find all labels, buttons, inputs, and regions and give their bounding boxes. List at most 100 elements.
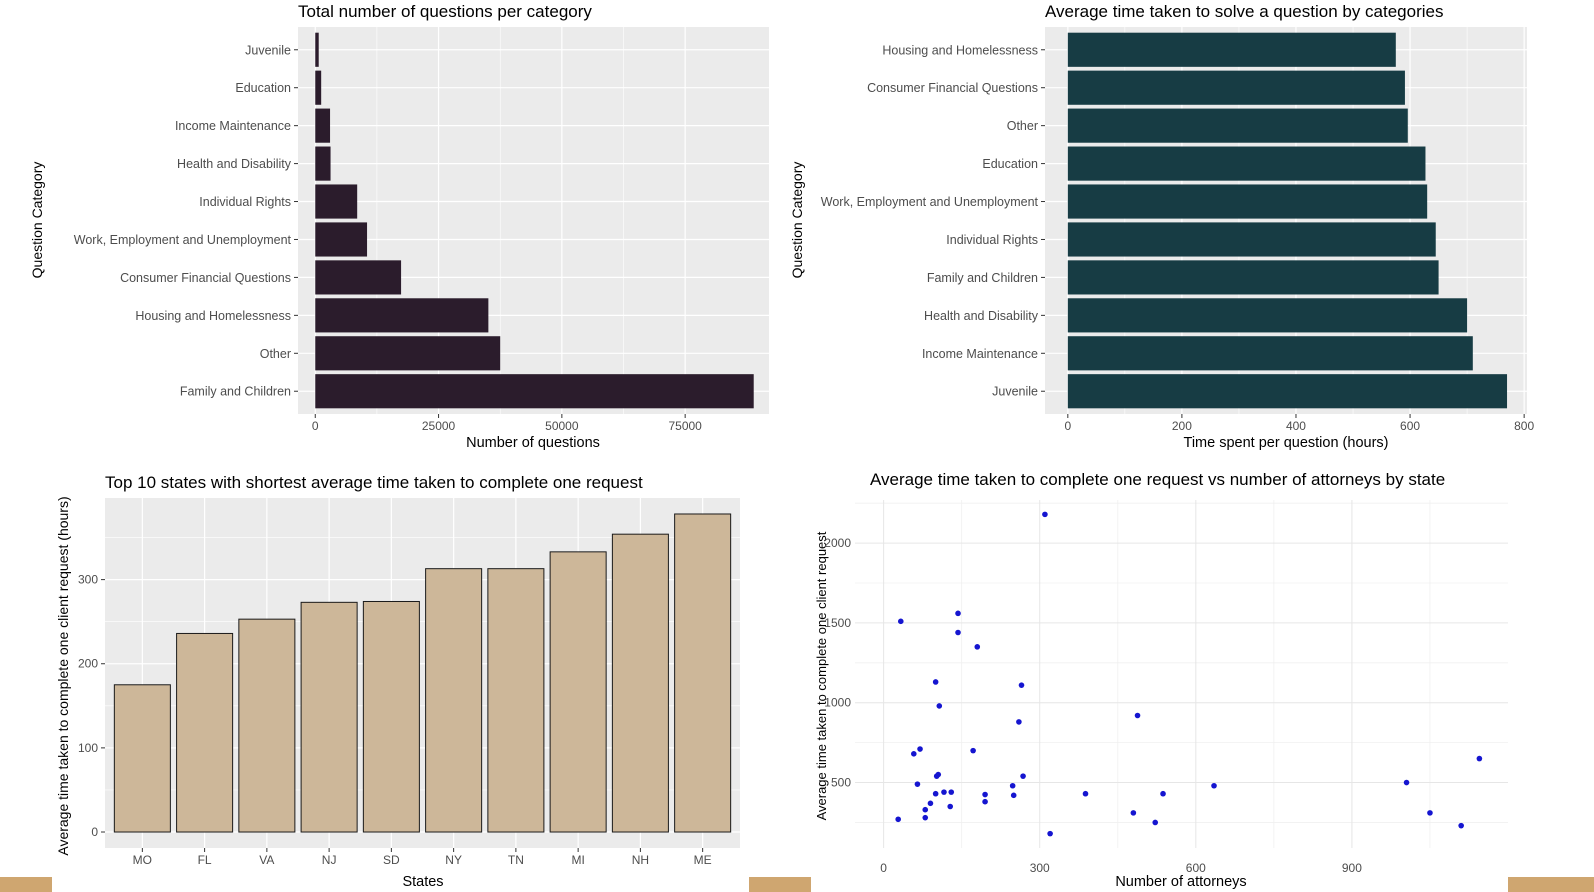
chart4-point — [1152, 819, 1159, 826]
chart4-point — [1047, 830, 1053, 837]
chart2-ytick-label: Education — [982, 157, 1038, 171]
chart4-ytick-label: 1000 — [824, 696, 851, 710]
chart2-xtick-label: 0 — [1064, 419, 1071, 433]
chart3-bar — [238, 618, 296, 833]
chart3-bar — [674, 513, 732, 833]
chart1-ytick-label: Housing and Homelessness — [135, 309, 291, 323]
chart2-bar — [1067, 298, 1468, 333]
chart2-bar — [1067, 184, 1428, 219]
chart1-ytick-label: Education — [235, 81, 291, 95]
chart4-point — [970, 747, 976, 754]
chart2-ytick-label: Income Maintenance — [922, 347, 1038, 361]
chart4-point — [1010, 792, 1017, 799]
chart4-ytick-label: 500 — [831, 776, 851, 790]
chart3-xtick-label: MO — [133, 853, 152, 867]
chart3-bar — [300, 601, 358, 833]
chart3-ytick-label: 100 — [78, 741, 98, 755]
chart3-ytick-label: 300 — [78, 573, 98, 587]
chart3-xtick-label: SD — [383, 853, 400, 867]
chart2-xtick-label: 400 — [1286, 419, 1306, 433]
chart4-point — [1134, 712, 1141, 719]
chart4-point — [897, 618, 904, 625]
chart4-point — [1020, 773, 1026, 779]
chart2-xlabel: Time spent per question (hours) — [1184, 435, 1389, 451]
chart4-title: Average time taken to complete one reque… — [870, 470, 1445, 489]
chart3-ytick-label: 0 — [91, 825, 98, 839]
chart2-xtick-label: 600 — [1400, 419, 1420, 433]
chart4-point — [936, 703, 943, 709]
chart3-xtick-label: ME — [694, 853, 712, 867]
chart3-bar — [487, 568, 545, 833]
chart1-bar — [315, 298, 489, 333]
chart3-xlabel: States — [402, 874, 443, 890]
chart2-bar — [1067, 260, 1439, 295]
chart1-xtick-label: 25000 — [422, 419, 456, 433]
chart1-bar — [315, 32, 319, 67]
chart4-ylabel: Average time taken to complete one clien… — [814, 531, 829, 820]
chart3-xtick-label: VA — [259, 853, 274, 867]
chart3-xtick-label: NH — [632, 853, 649, 867]
chart3-bar — [362, 600, 420, 833]
chart3-xtick-label: FL — [198, 853, 212, 867]
chart1-ytick-label: Work, Employment and Unemployment — [74, 233, 292, 247]
chart4-point — [1160, 790, 1166, 797]
chart2-ytick-label: Individual Rights — [946, 233, 1038, 247]
chart3-title: Top 10 states with shortest average time… — [105, 473, 643, 492]
chart1-bar — [315, 260, 402, 295]
decor-band-middle — [749, 877, 811, 892]
chart4-point — [1403, 779, 1410, 786]
chart2-xtick-label: 200 — [1172, 419, 1192, 433]
chart1-ytick-label: Juvenile — [245, 43, 291, 57]
chart3-xtick-label: NY — [445, 853, 462, 867]
chart1-ytick-label: Individual Rights — [199, 195, 291, 209]
decor-band-right — [1508, 877, 1594, 892]
chart2-ytick-label: Housing and Homelessness — [882, 43, 1038, 57]
chart4-point — [974, 644, 981, 650]
chart1-ytick-label: Family and Children — [180, 385, 291, 399]
chart1-bar — [315, 70, 322, 105]
chart1-title: Total number of questions per category — [298, 2, 592, 21]
chart3-bar — [176, 632, 234, 833]
chart4-point — [927, 800, 934, 807]
chart4-point — [1082, 790, 1089, 797]
chart4-point — [914, 781, 921, 787]
chart2-ytick-label: Family and Children — [927, 271, 1038, 285]
chart4-point — [1009, 782, 1016, 789]
chart3-bar — [549, 551, 607, 833]
chart2-bar — [1067, 374, 1508, 409]
chart4-point — [1042, 511, 1048, 518]
chart2-ytick-label: Consumer Financial Questions — [867, 81, 1038, 95]
chart4-point — [955, 610, 961, 617]
chart4-point — [955, 629, 961, 636]
chart4-ytick-label: 2000 — [824, 536, 851, 550]
chart1-xlabel: Number of questions — [466, 435, 600, 451]
chart4-point — [941, 789, 947, 795]
chart3-ylabel: Average time taken to complete one clien… — [55, 496, 71, 855]
chart1-bar — [315, 108, 331, 143]
chart1-ytick-label: Income Maintenance — [175, 119, 291, 133]
chart1-bar — [315, 336, 501, 371]
chart4-point — [947, 803, 954, 810]
chart2-ylabel: Question Category — [789, 162, 805, 279]
chart2-bar — [1067, 336, 1473, 371]
chart4-point — [910, 751, 917, 757]
chart1-xtick-label: 0 — [312, 419, 319, 433]
chart3-xtick-label: NJ — [322, 853, 337, 867]
chart2-xtick-label: 800 — [1514, 419, 1534, 433]
chart1-ytick-label: Consumer Financial Questions — [120, 271, 291, 285]
chart3-ytick-label: 200 — [78, 657, 98, 671]
chart4-point — [982, 791, 988, 798]
chart2-ytick-label: Work, Employment and Unemployment — [821, 195, 1039, 209]
chart4-xtick-label: 0 — [880, 861, 887, 875]
chart4-point — [1458, 822, 1464, 829]
chart1-bar — [315, 374, 754, 409]
chart4-xtick-label: 900 — [1342, 861, 1362, 875]
chart2-ytick-label: Juvenile — [992, 385, 1038, 399]
chart2-ytick-label: Other — [1007, 119, 1038, 133]
chart1-bar — [315, 184, 358, 219]
chart4-point — [922, 806, 929, 813]
chart4-xtick-label: 600 — [1186, 861, 1206, 875]
chart2-bar — [1067, 108, 1408, 143]
chart3-bar — [425, 568, 483, 833]
